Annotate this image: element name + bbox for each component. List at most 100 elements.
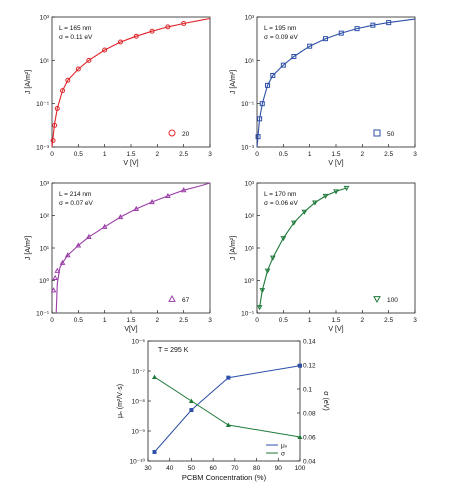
x-tick-label: 3 <box>208 151 212 158</box>
fit-curve <box>51 17 211 148</box>
y-tick-label: 10⁻¹ <box>36 101 50 108</box>
y-axis-label: J [A/m²] <box>230 236 237 260</box>
x-tick-label: 100 <box>295 465 306 472</box>
data-point <box>101 223 108 229</box>
y-tick-label-left: 10⁻¹⁰ <box>130 458 146 466</box>
data-point <box>312 200 318 206</box>
y-tick-label-left: 10⁻⁷ <box>132 369 146 376</box>
data-point <box>75 66 81 72</box>
legend-label: 50 <box>387 131 395 138</box>
x-tick-label: 80 <box>253 465 261 472</box>
data-point <box>265 82 271 88</box>
data-point <box>102 47 108 53</box>
annotation: L = 214 nm <box>59 191 91 198</box>
y-axis-label: J [A/m²] <box>25 236 32 260</box>
chart-panel-3: 0 0.5 1 1.5 2 2.5 3 10⁻¹ 10⁰ 10¹ 10² 10³ V[V] J [A/m²… <box>25 181 212 334</box>
x-tick-label: 0.5 <box>279 317 288 324</box>
legend-symbol <box>168 294 176 302</box>
series-point <box>225 422 231 427</box>
x-tick-label: 2.5 <box>179 317 188 324</box>
y-tick-label-left: 10⁻⁹ <box>132 429 146 436</box>
data-point <box>64 252 71 258</box>
y-tick-label-right: 0.14 <box>303 339 316 346</box>
series-point <box>152 374 158 379</box>
series-point <box>188 398 194 403</box>
x-tick-label: 2 <box>361 317 365 324</box>
x-tick-label: 0.5 <box>74 317 83 324</box>
data-point <box>280 236 287 242</box>
y-axis-label-left: μₙ (m²/V·s) <box>117 384 124 418</box>
y-tick-label-right: 0.12 <box>303 363 316 370</box>
x-tick-label: 0 <box>50 317 54 324</box>
data-point <box>65 77 71 83</box>
x-tick-label: 2 <box>156 151 160 158</box>
x-tick-label: 2 <box>156 317 160 324</box>
legend-label: 67 <box>182 297 190 304</box>
data-point <box>180 187 187 193</box>
data-point <box>322 36 328 42</box>
x-tick-label: 1.5 <box>126 317 135 324</box>
data-point <box>59 259 66 265</box>
y-tick-label: 10⁻¹ <box>36 311 50 318</box>
series-point <box>189 408 194 413</box>
legend-label: 100 <box>387 297 398 304</box>
data-point <box>181 21 187 27</box>
data-point <box>354 26 360 32</box>
x-tick-label: 40 <box>166 465 174 472</box>
y-tick-label: 10¹ <box>245 246 255 253</box>
y-tick-label-left: 10⁻⁶ <box>132 339 146 346</box>
x-tick-label: 0 <box>255 317 259 324</box>
y-tick-label-right: 0.04 <box>303 459 316 466</box>
y-tick-label: 10³ <box>245 181 255 188</box>
chart-panel-mobility: 30 40 50 60 70 80 90 100 10⁻¹⁰ 10⁻⁹ 10⁻⁸ 10⁻⁷ 10⁻⁶ 0.… <box>117 339 329 483</box>
data-point <box>149 28 155 34</box>
x-axis-label: PCBM Concentration (%) <box>182 473 267 482</box>
y-tick-label: 10⁻³ <box>36 145 50 152</box>
x-axis-label: V [V] <box>328 326 343 333</box>
data-point <box>54 105 60 111</box>
legend-symbol <box>168 129 176 137</box>
fit-curve <box>256 18 416 148</box>
series-line <box>154 365 301 453</box>
data-point <box>256 305 263 311</box>
y-axis-label-right: σ (eV) <box>322 391 329 411</box>
x-tick-label: 1 <box>103 317 107 324</box>
x-tick-label: 0 <box>50 151 54 158</box>
chart-panel-2: 0 0.5 1 1.5 2 2.5 3 10⁻³ 10⁻¹ 10¹ 10³ V [V] J [A/m²]… <box>230 15 417 168</box>
y-tick-label-right: 0.06 <box>303 435 316 442</box>
x-tick-label: 3 <box>413 151 417 158</box>
annotation: L = 170 nm <box>264 191 296 198</box>
data-point <box>117 39 123 45</box>
x-tick-label: 30 <box>144 465 152 472</box>
x-tick-label: 1 <box>308 151 312 158</box>
series-point <box>297 434 303 439</box>
fit-curve <box>55 182 211 314</box>
data-point <box>307 43 313 49</box>
data-point <box>133 205 140 211</box>
data-point <box>301 209 308 215</box>
data-point <box>52 122 58 128</box>
y-tick-label: 10³ <box>40 181 50 188</box>
y-tick-label: 10² <box>40 213 50 220</box>
y-axis-label: J [A/m²] <box>230 70 237 94</box>
data-point <box>338 30 344 36</box>
data-point <box>133 33 139 39</box>
data-point <box>386 20 392 26</box>
data-point <box>259 288 266 294</box>
series-line <box>154 376 301 438</box>
x-axis-label: V[V] <box>124 326 137 333</box>
x-axis-label: V [V] <box>123 160 138 167</box>
x-tick-label: 3 <box>208 317 212 324</box>
x-tick-label: 2.5 <box>384 151 393 158</box>
chart-title: T = 295 K <box>158 347 189 354</box>
y-tick-label: 10² <box>245 213 255 220</box>
data-point <box>270 72 276 78</box>
data-point <box>54 267 61 273</box>
data-point <box>75 242 82 248</box>
y-tick-label: 10¹ <box>245 58 255 65</box>
x-tick-label: 2.5 <box>179 151 188 158</box>
data-point <box>165 192 171 199</box>
x-tick-label: 1 <box>103 151 107 158</box>
data-point <box>370 22 376 28</box>
annotation: σ = 0.11 eV <box>59 34 93 41</box>
